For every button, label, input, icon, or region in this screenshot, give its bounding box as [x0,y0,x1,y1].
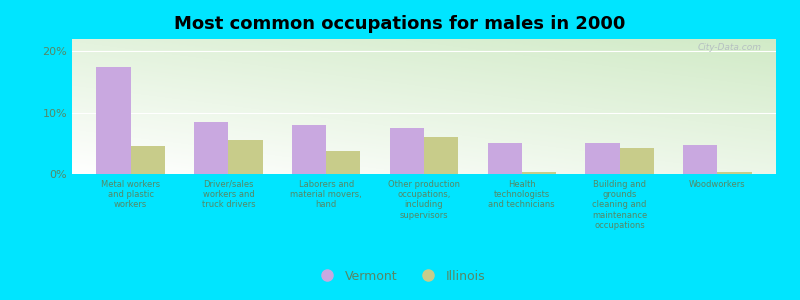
Text: City-Data.com: City-Data.com [698,43,762,52]
Bar [130,146,165,174]
Bar [683,145,718,174]
Bar [229,140,262,174]
Bar [718,172,751,174]
Bar [194,122,229,174]
Bar [97,67,130,174]
Bar [326,151,361,174]
Bar [487,143,522,174]
Bar [522,172,556,174]
Bar [619,148,654,174]
Bar [292,125,326,174]
Bar [424,137,458,174]
Bar [586,143,619,174]
Text: Most common occupations for males in 2000: Most common occupations for males in 200… [174,15,626,33]
Legend: Vermont, Illinois: Vermont, Illinois [310,265,490,288]
Bar [390,128,424,174]
